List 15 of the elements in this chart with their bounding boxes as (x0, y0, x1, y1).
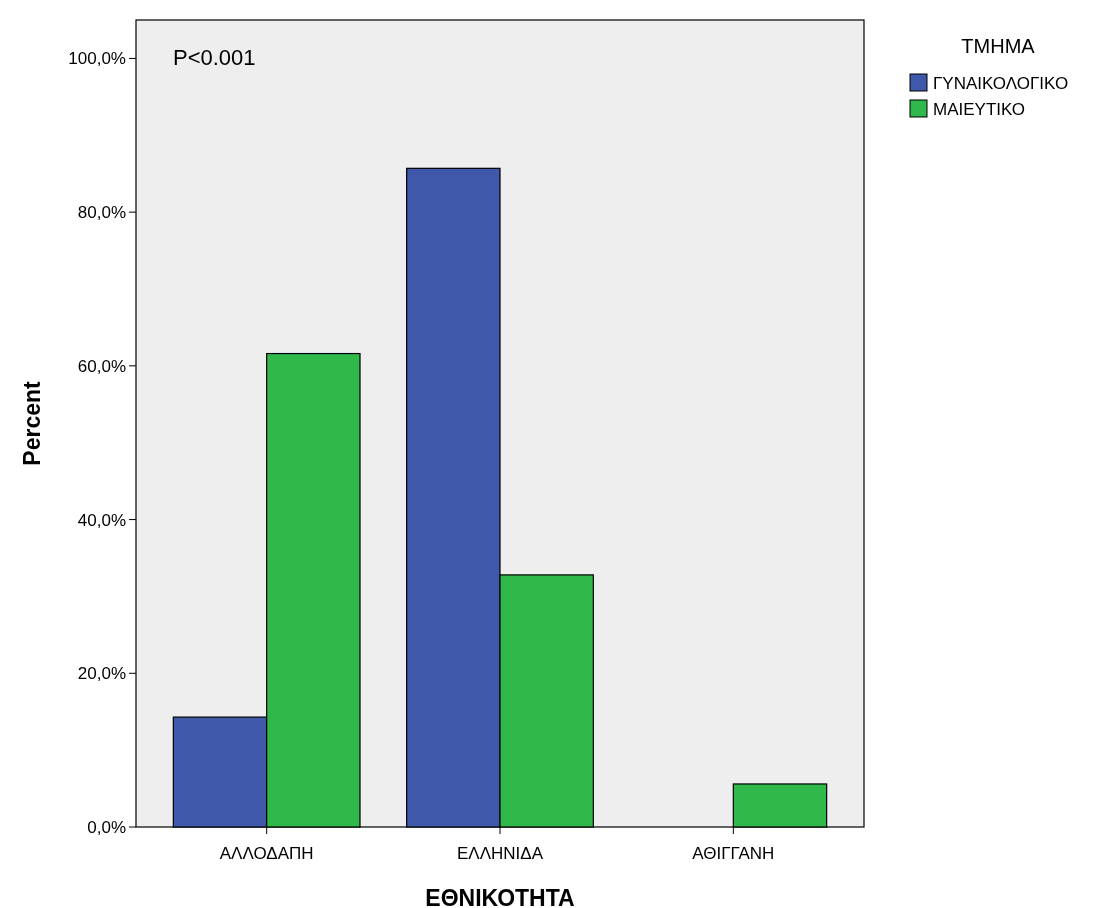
y-tick-label: 100,0% (68, 49, 126, 69)
legend-label: ΜΑΙΕΥΤΙΚΟ (933, 99, 1026, 119)
annotation: P<0.001 (173, 45, 256, 70)
y-tick-label: 20,0% (77, 664, 126, 684)
x-tick-label: ΑΛΛΟΔΑΠΗ (219, 844, 314, 863)
legend-label: ΓΥΝΑΙΚΟΛΟΓΙΚΟ (933, 73, 1069, 93)
y-axis-title: Percent (19, 380, 45, 466)
x-axis-title: ΕΘΝΙΚΟΤΗΤΑ (425, 885, 575, 908)
y-tick-label: 0,0% (87, 817, 126, 837)
x-tick-label: ΕΛΛΗΝΙΔΑ (456, 844, 544, 863)
x-tick-label: ΑΘΙΓΓΑΝΗ (692, 844, 775, 863)
y-tick-label: 80,0% (77, 203, 126, 223)
y-tick-label: 40,0% (77, 510, 126, 530)
y-tick-label: 60,0% (77, 356, 126, 376)
legend-title: ΤΜΗΜΑ (961, 35, 1036, 57)
